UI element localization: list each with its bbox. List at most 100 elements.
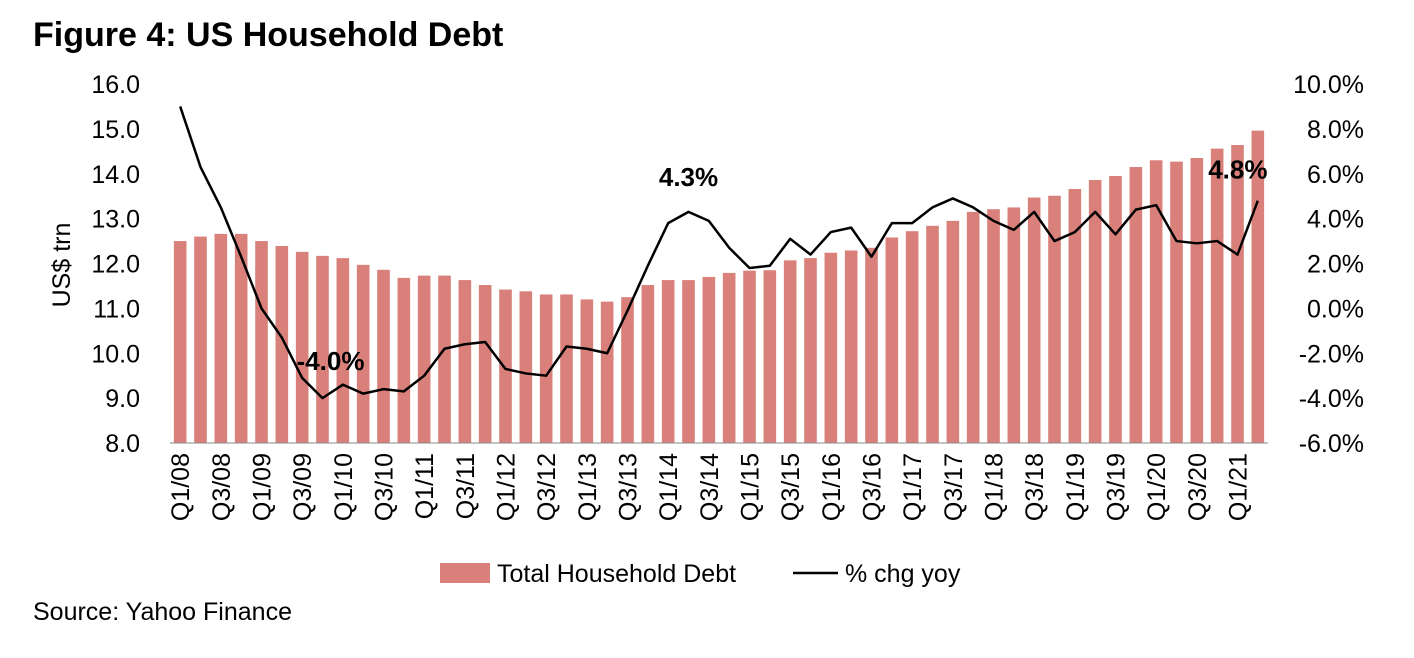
chart-title: Figure 4: US Household Debt bbox=[33, 16, 504, 54]
x-tick-label: Q1/10 bbox=[330, 453, 358, 521]
bar-Q2/13 bbox=[600, 301, 614, 443]
x-tick-label: Q3/20 bbox=[1184, 453, 1212, 521]
source-note: Source: Yahoo Finance bbox=[33, 598, 292, 626]
x-tick-label: Q1/11 bbox=[411, 453, 439, 519]
bar-Q3/10 bbox=[377, 269, 390, 443]
y-tick-label: 12.0 bbox=[91, 251, 140, 279]
data-label: 4.3% bbox=[659, 162, 718, 192]
bar-Q1/15 bbox=[743, 270, 756, 443]
legend: Total Household Debt % chg yoy bbox=[440, 560, 961, 588]
bar-Q3/12 bbox=[539, 294, 553, 443]
y2-tick-label: 0.0% bbox=[1307, 295, 1364, 323]
x-tick-label: Q3/11 bbox=[452, 453, 480, 519]
bar-Q1/12 bbox=[499, 289, 512, 443]
right-axis: -6.0% -4.0% -2.0% 0.0% 2.0% 4.0% 6.0% 8.0% 10.0% bbox=[1293, 71, 1364, 458]
y2-tick-label: 4.0% bbox=[1307, 206, 1364, 234]
x-tick-label: Q1/12 bbox=[493, 453, 521, 521]
bar-Q2/15 bbox=[763, 270, 777, 443]
x-axis: Q1/08 Q3/08 Q1/09 Q3/09 Q1/10 Q3/10 Q1/11 Q3/11… bbox=[167, 453, 1252, 521]
bar-Q3/13 bbox=[621, 297, 634, 443]
bar-Q2/20 bbox=[1170, 161, 1183, 443]
y-tick-label: 15.0 bbox=[91, 116, 140, 144]
legend-label-bar: Total Household Debt bbox=[497, 560, 736, 588]
y2-tick-label: 6.0% bbox=[1307, 161, 1364, 189]
y-tick-label: 13.0 bbox=[91, 206, 140, 234]
bar-Q2/08 bbox=[194, 236, 207, 443]
bar-Q4/19 bbox=[1129, 167, 1143, 443]
bar-Q4/20 bbox=[1210, 148, 1224, 443]
bar-Q3/14 bbox=[702, 276, 716, 443]
y-tick-label: 8.0 bbox=[105, 430, 140, 458]
bar-Q2/19 bbox=[1088, 180, 1102, 443]
y2-tick-label: 2.0% bbox=[1307, 251, 1364, 279]
x-tick-label: Q3/08 bbox=[208, 453, 236, 521]
x-tick-label: Q1/14 bbox=[655, 453, 683, 521]
y2-tick-label: 8.0% bbox=[1307, 116, 1364, 144]
x-tick-label: Q1/15 bbox=[737, 453, 765, 521]
bar-Q3/18 bbox=[1027, 197, 1041, 443]
bar-Q2/16 bbox=[844, 250, 858, 443]
bar-Q1/17 bbox=[905, 231, 919, 443]
bar-Q3/16 bbox=[865, 247, 878, 443]
x-tick-label: Q3/09 bbox=[289, 453, 317, 521]
y-tick-label: 14.0 bbox=[91, 161, 140, 189]
x-tick-label: Q1/17 bbox=[899, 453, 927, 521]
bar-Q1/13 bbox=[580, 299, 594, 443]
left-axis: 8.0 9.0 10.0 11.0 12.0 13.0 14.0 15.0 16.0 bbox=[91, 71, 140, 458]
x-tick-label: Q1/21 bbox=[1225, 453, 1253, 521]
x-tick-label: Q3/18 bbox=[1021, 453, 1049, 521]
bar-Q2/17 bbox=[926, 225, 939, 443]
bar-Q2/09 bbox=[275, 246, 289, 443]
x-tick-label: Q3/13 bbox=[615, 453, 643, 521]
x-tick-label: Q1/08 bbox=[167, 453, 195, 521]
bar-Q1/11 bbox=[417, 275, 431, 443]
bar-Q1/20 bbox=[1149, 160, 1163, 444]
bar-Q1/10 bbox=[336, 258, 350, 443]
bar-Q2/18 bbox=[1007, 207, 1021, 443]
bar-Q4/11 bbox=[478, 285, 492, 443]
bar-Q4/12 bbox=[560, 294, 573, 443]
y-tick-label: 10.0 bbox=[91, 340, 140, 368]
y2-tick-label: -6.0% bbox=[1299, 430, 1364, 458]
y2-tick-label: 10.0% bbox=[1293, 71, 1364, 99]
bar-Q1/18 bbox=[987, 209, 1000, 443]
bar-Q3/19 bbox=[1109, 175, 1122, 444]
y-tick-label: 16.0 bbox=[91, 71, 140, 99]
x-tick-label: Q1/16 bbox=[818, 453, 846, 521]
x-tick-label: Q3/12 bbox=[533, 453, 561, 521]
bar-Q3/20 bbox=[1190, 158, 1204, 444]
y-tick-label: 9.0 bbox=[105, 385, 140, 413]
bar-Q4/14 bbox=[722, 272, 736, 443]
chart-svg: 8.0 9.0 10.0 11.0 12.0 13.0 14.0 15.0 16.0 -6.0%… bbox=[48, 71, 1364, 588]
data-label: 4.8% bbox=[1208, 155, 1267, 185]
x-tick-label: Q3/17 bbox=[940, 453, 968, 521]
x-tick-label: Q3/15 bbox=[777, 453, 805, 521]
bar-Q4/15 bbox=[804, 258, 817, 443]
data-label: -4.0% bbox=[297, 346, 365, 376]
line-pct-chg-yoy bbox=[178, 106, 1259, 400]
legend-swatch-bar bbox=[440, 563, 490, 583]
bar-series bbox=[173, 130, 1265, 444]
bar-Q4/13 bbox=[641, 285, 655, 443]
bar-Q4/18 bbox=[1048, 195, 1061, 443]
annotations: -4.0% 4.3% 4.8% bbox=[297, 155, 1268, 376]
y2-tick-label: -4.0% bbox=[1299, 385, 1364, 413]
bar-Q4/08 bbox=[234, 233, 248, 443]
bar-Q3/15 bbox=[783, 260, 797, 443]
bar-Q1/21 bbox=[1231, 145, 1244, 443]
legend-label-line: % chg yoy bbox=[845, 560, 961, 588]
line-series bbox=[178, 106, 1259, 400]
x-tick-label: Q3/14 bbox=[696, 453, 724, 521]
y-axis-label: US$ trn bbox=[48, 223, 76, 308]
bar-Q2/11 bbox=[438, 275, 451, 443]
bar-Q2/14 bbox=[682, 280, 695, 443]
x-tick-label: Q1/20 bbox=[1143, 453, 1171, 521]
bar-Q3/09 bbox=[295, 251, 309, 443]
bar-Q2/12 bbox=[519, 291, 533, 443]
bar-Q3/17 bbox=[946, 220, 960, 443]
x-tick-label: Q3/19 bbox=[1103, 453, 1131, 521]
x-tick-label: Q3/16 bbox=[859, 453, 887, 521]
bar-Q1/14 bbox=[661, 280, 675, 443]
x-tick-label: Q1/18 bbox=[981, 453, 1009, 521]
x-tick-label: Q3/10 bbox=[371, 453, 399, 521]
